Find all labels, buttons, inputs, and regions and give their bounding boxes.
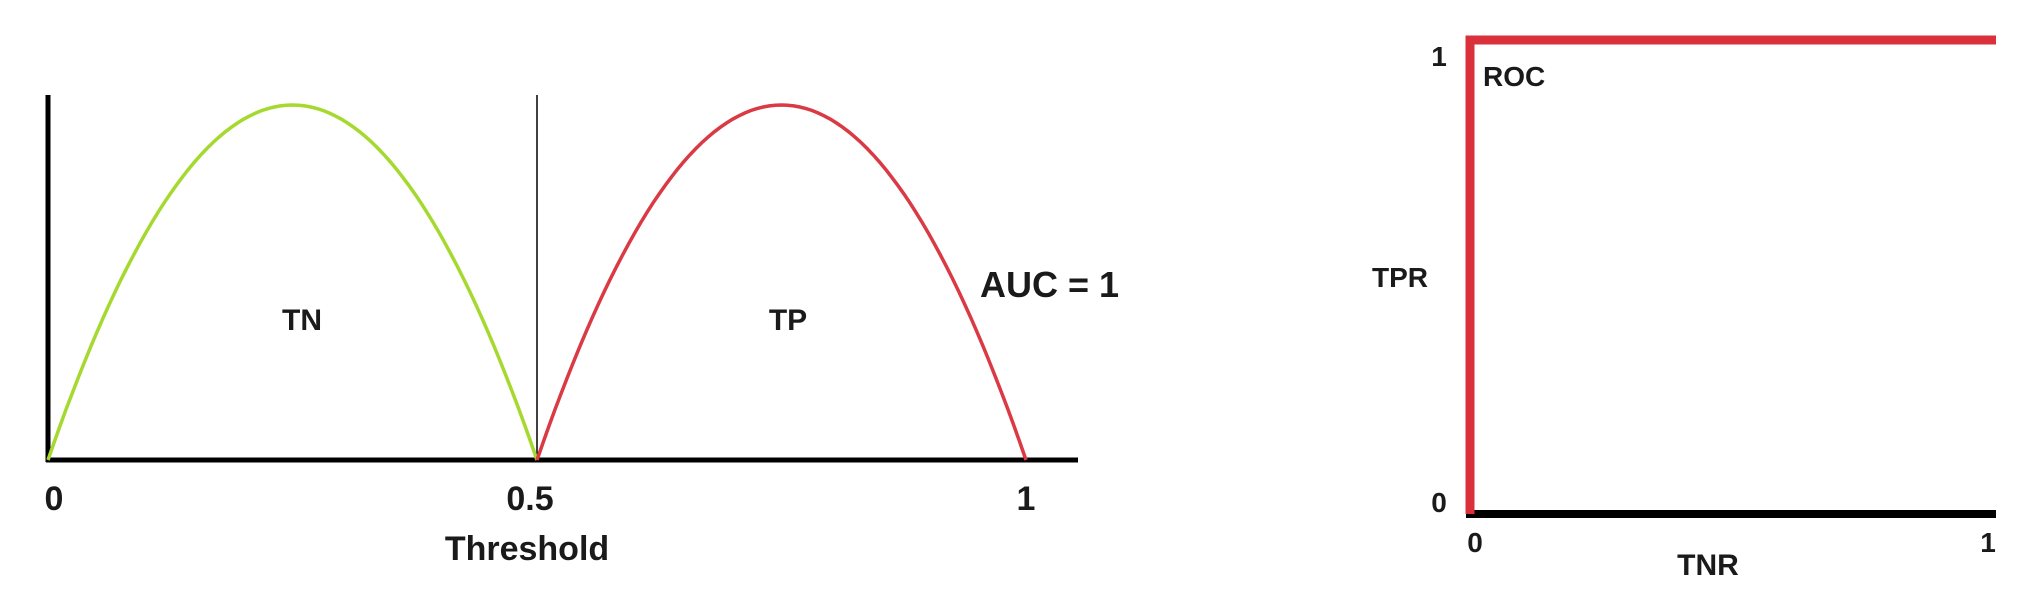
- roc-x-tick-0: 0: [1467, 527, 1483, 558]
- tp-label: TP: [769, 304, 807, 337]
- roc-curve: [1465, 35, 1996, 514]
- y-axis-title: TPR: [1372, 262, 1428, 293]
- x-axis-title: Threshold: [445, 530, 609, 568]
- roc-title: ROC: [1483, 61, 1545, 92]
- x-tick-0: 0: [45, 480, 64, 518]
- auc-annotation: AUC = 1: [980, 264, 1119, 305]
- tn-curve: [46, 103, 539, 461]
- x-tick-0.5: 0.5: [506, 480, 553, 518]
- y-tick-0: 0: [1431, 487, 1447, 518]
- x-tick-1: 1: [1017, 480, 1036, 518]
- roc-chart: ROC TPR 1 0 0 1 TNR: [1372, 35, 1996, 582]
- x-axis-title-tnr: TNR: [1677, 549, 1739, 582]
- tp-curve: [535, 103, 1028, 461]
- roc-x-tick-1: 1: [1980, 527, 1996, 558]
- threshold-chart: TN TP AUC = 1 0 0.5 1 Threshold: [45, 95, 1119, 568]
- y-tick-1: 1: [1431, 41, 1447, 72]
- tn-label: TN: [282, 304, 322, 337]
